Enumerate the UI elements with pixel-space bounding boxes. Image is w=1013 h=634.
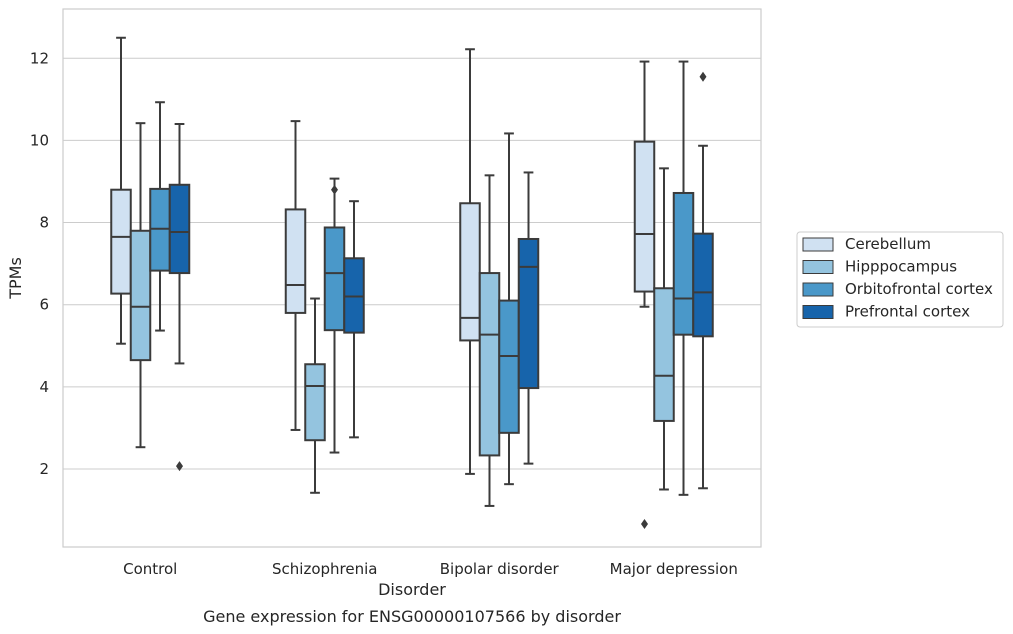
outlier-point — [699, 71, 707, 82]
box-prefrontal-cortex — [692, 71, 714, 490]
box-hipppocampus — [653, 167, 675, 491]
legend-label: Orbitofrontal cortex — [845, 280, 993, 298]
y-tick-label: 8 — [39, 214, 49, 232]
plot-area — [62, 8, 762, 548]
box-iqr — [653, 287, 675, 422]
y-tick-label: 12 — [30, 49, 49, 67]
x-axis-title: Disorder — [378, 580, 446, 599]
box-cerebellum — [633, 60, 656, 530]
box-iqr — [304, 363, 326, 442]
box-orbitofrontal-cortex — [323, 177, 346, 454]
legend-swatch — [802, 260, 834, 274]
x-tick-label: Schizophrenia — [272, 560, 377, 578]
legend: Cerebellum Hipppocampus Orbitofrontal cort… — [796, 231, 1004, 328]
x-tick-label: Bipolar disorder — [440, 560, 560, 578]
legend-frame — [796, 231, 1004, 328]
box-iqr — [129, 229, 152, 362]
box-cerebellum — [284, 120, 307, 431]
box-iqr — [478, 272, 501, 457]
box-iqr — [284, 208, 307, 314]
box-prefrontal-cortex — [517, 171, 540, 465]
box-prefrontal-cortex — [343, 200, 365, 439]
box-hipppocampus — [129, 122, 152, 449]
box-hipppocampus — [304, 297, 326, 494]
legend-swatch — [802, 305, 834, 319]
legend-label: Prefrontal cortex — [845, 303, 970, 321]
box-iqr — [110, 188, 132, 295]
legend-swatch — [802, 237, 834, 252]
legend-label: Hipppocampus — [845, 258, 957, 276]
y-axis-title: TPMs — [6, 257, 25, 300]
y-tick-label: 4 — [39, 378, 49, 396]
box-cerebellum — [110, 36, 132, 345]
box-cerebellum — [459, 48, 481, 475]
box-iqr — [498, 299, 520, 434]
box-iqr — [459, 202, 481, 342]
boxes-layer — [110, 36, 714, 530]
outlier-point — [641, 519, 648, 530]
box-orbitofrontal-cortex — [672, 60, 695, 496]
box-iqr — [323, 226, 346, 332]
x-tick-label: Major depression — [610, 560, 738, 578]
y-tick-label: 2 — [39, 460, 49, 478]
outlier-point — [331, 184, 338, 195]
box-prefrontal-cortex — [168, 122, 191, 472]
box-iqr — [168, 183, 191, 275]
box-iqr — [517, 237, 540, 390]
legend-label: Cerebellum — [845, 235, 931, 253]
x-tick-label: Control — [123, 560, 177, 578]
box-iqr — [672, 191, 695, 336]
box-iqr — [343, 257, 365, 334]
legend-swatch — [802, 282, 834, 297]
chart-caption: Gene expression for ENSG00000107566 by d… — [203, 607, 621, 626]
box-iqr — [633, 140, 656, 293]
box-iqr — [692, 232, 714, 338]
y-tick-label: 6 — [39, 296, 49, 314]
outlier-point — [176, 461, 183, 472]
x-axis-ticks: Control Schizophrenia Bipolar disorder Majo… — [123, 560, 738, 578]
y-tick-label: 10 — [30, 131, 49, 149]
y-axis-ticks: 2 4 6 8 10 12 — [30, 49, 49, 478]
box-iqr — [149, 187, 171, 272]
